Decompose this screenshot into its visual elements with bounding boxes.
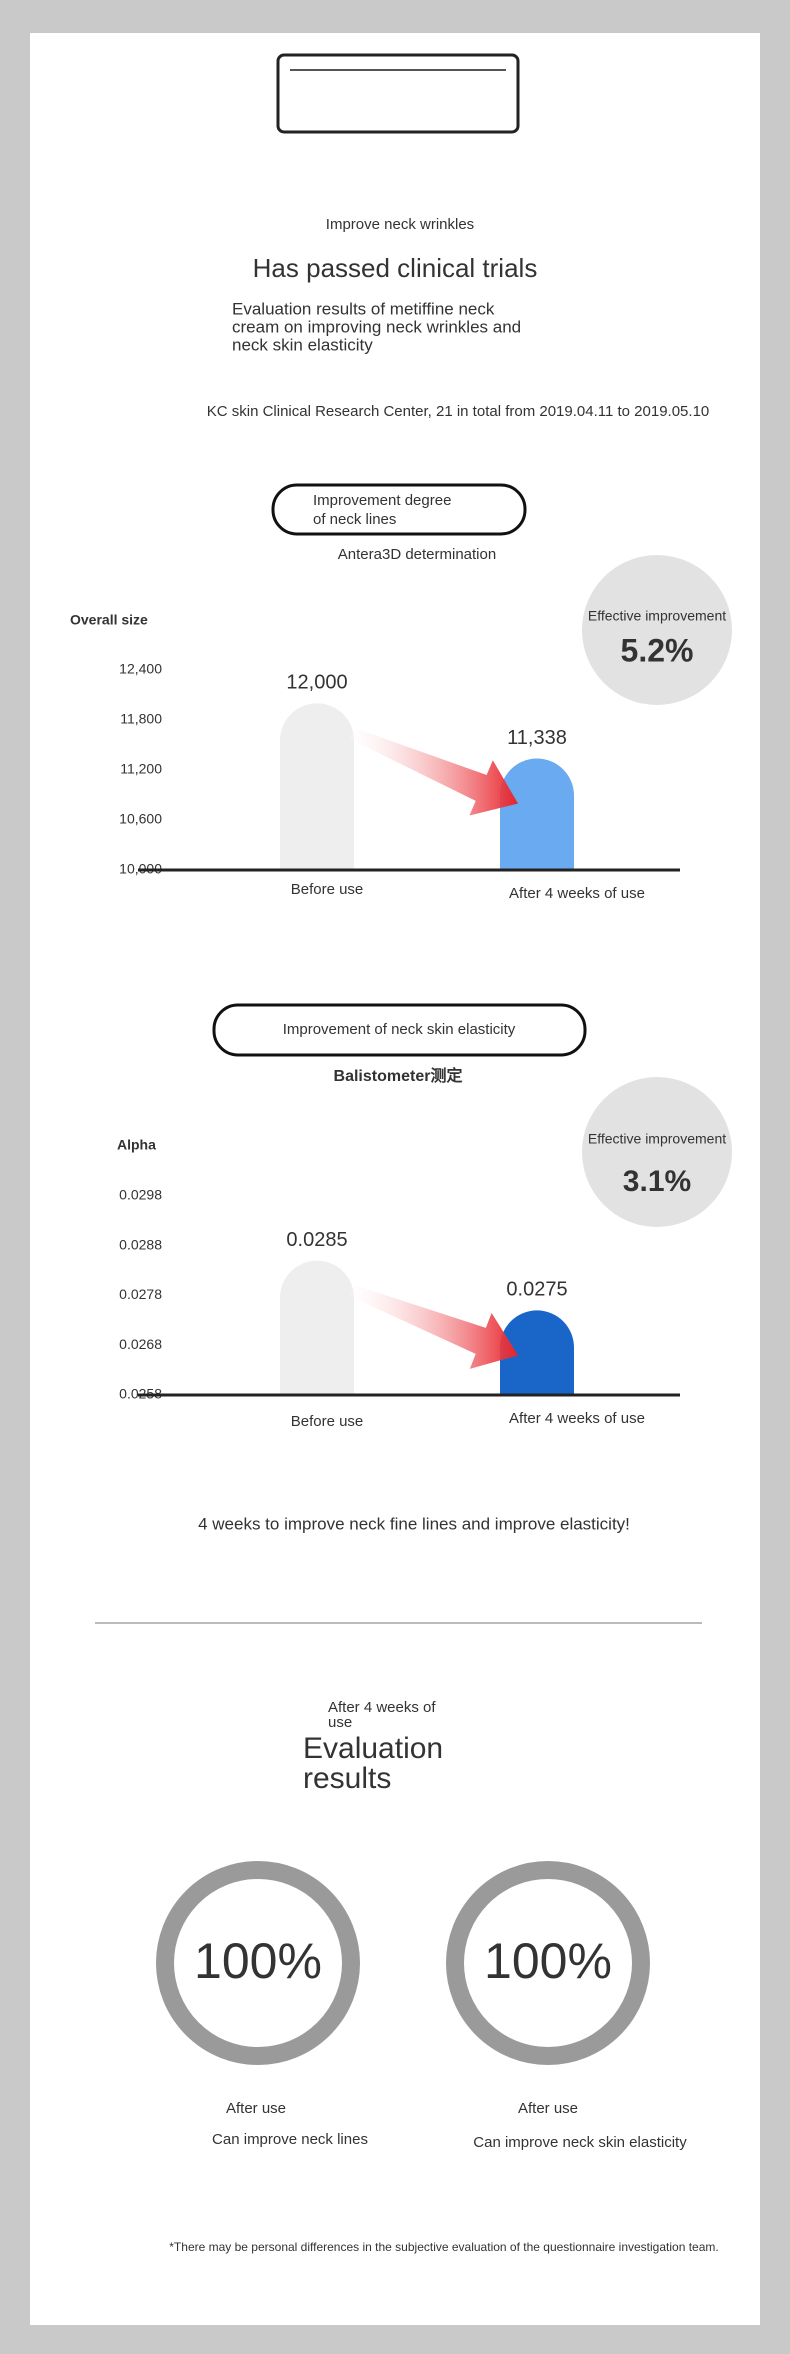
- value-label: 0.0285: [286, 1229, 347, 1251]
- y-tick-label: 0.0298: [119, 1187, 162, 1203]
- top-box: [276, 53, 520, 134]
- x-tick-label: After 4 weeks of use: [509, 1410, 645, 1427]
- bar: [500, 1310, 574, 1395]
- title: Has passed clinical trials: [253, 253, 538, 283]
- method: Antera3D determination: [338, 546, 496, 563]
- result-line: After use: [226, 2100, 286, 2117]
- arrow: [349, 727, 518, 816]
- badge-value: 5.2%: [621, 632, 694, 668]
- y-tick-label: 0.0268: [119, 1336, 162, 1352]
- kicker: Improve neck wrinkles: [326, 216, 474, 233]
- arrow: [349, 1285, 518, 1369]
- results-title: results: [303, 1762, 391, 1795]
- ring-value: 100%: [484, 1933, 612, 1989]
- badge: [582, 555, 732, 705]
- y-tick-label: 11,200: [120, 761, 162, 777]
- y-tick-label: 10,600: [119, 811, 162, 827]
- results-title: Evaluation: [303, 1732, 443, 1765]
- description: neck skin elasticity: [232, 335, 373, 354]
- pill-text: Improvement degree: [313, 492, 451, 509]
- description: Evaluation results of metiffine neck: [232, 299, 495, 318]
- result-line: After use: [518, 2100, 578, 2117]
- pill-text: Improvement of neck skin elasticity: [283, 1021, 516, 1038]
- value-label: 11,338: [507, 727, 567, 749]
- bar: [500, 758, 574, 870]
- ring-value: 100%: [194, 1933, 322, 1989]
- results-kicker: use: [328, 1714, 352, 1731]
- badge-label: Effective improvement: [588, 608, 726, 624]
- bar: [280, 1260, 354, 1395]
- results-kicker: After 4 weeks of: [328, 1699, 436, 1716]
- x-tick-label: Before use: [291, 1413, 364, 1430]
- badge: [582, 1077, 732, 1227]
- pill: [271, 483, 527, 536]
- y-tick-label: 0.0278: [119, 1286, 162, 1302]
- result-line: Can improve neck skin elasticity: [473, 2134, 687, 2151]
- value-label: 0.0275: [506, 1279, 567, 1301]
- y-axis-label: Alpha: [117, 1137, 156, 1153]
- y-tick-label: 11,800: [120, 711, 162, 727]
- ring: [446, 1861, 650, 2065]
- description: cream on improving neck wrinkles and: [232, 317, 521, 336]
- pill: [212, 1003, 587, 1057]
- x-tick-label: Before use: [291, 881, 364, 898]
- value-label: 12,000: [286, 672, 347, 694]
- badge-value: 3.1%: [623, 1165, 691, 1198]
- source: KC skin Clinical Research Center, 21 in …: [207, 403, 710, 420]
- pill-text: of neck lines: [313, 511, 396, 528]
- bar: [280, 703, 354, 870]
- summary: 4 weeks to improve neck fine lines and i…: [198, 1514, 630, 1533]
- footnote: *There may be personal differences in th…: [169, 2240, 718, 2254]
- y-axis-label: Overall size: [70, 612, 148, 628]
- method: Balistometer测定: [334, 1066, 463, 1085]
- y-tick-label: 12,400: [119, 661, 162, 677]
- x-tick-label: After 4 weeks of use: [509, 885, 645, 902]
- result-line: Can improve neck lines: [212, 2131, 368, 2148]
- y-tick-label: 0.0288: [119, 1236, 162, 1252]
- badge-label: Effective improvement: [588, 1131, 726, 1147]
- ring: [156, 1861, 360, 2065]
